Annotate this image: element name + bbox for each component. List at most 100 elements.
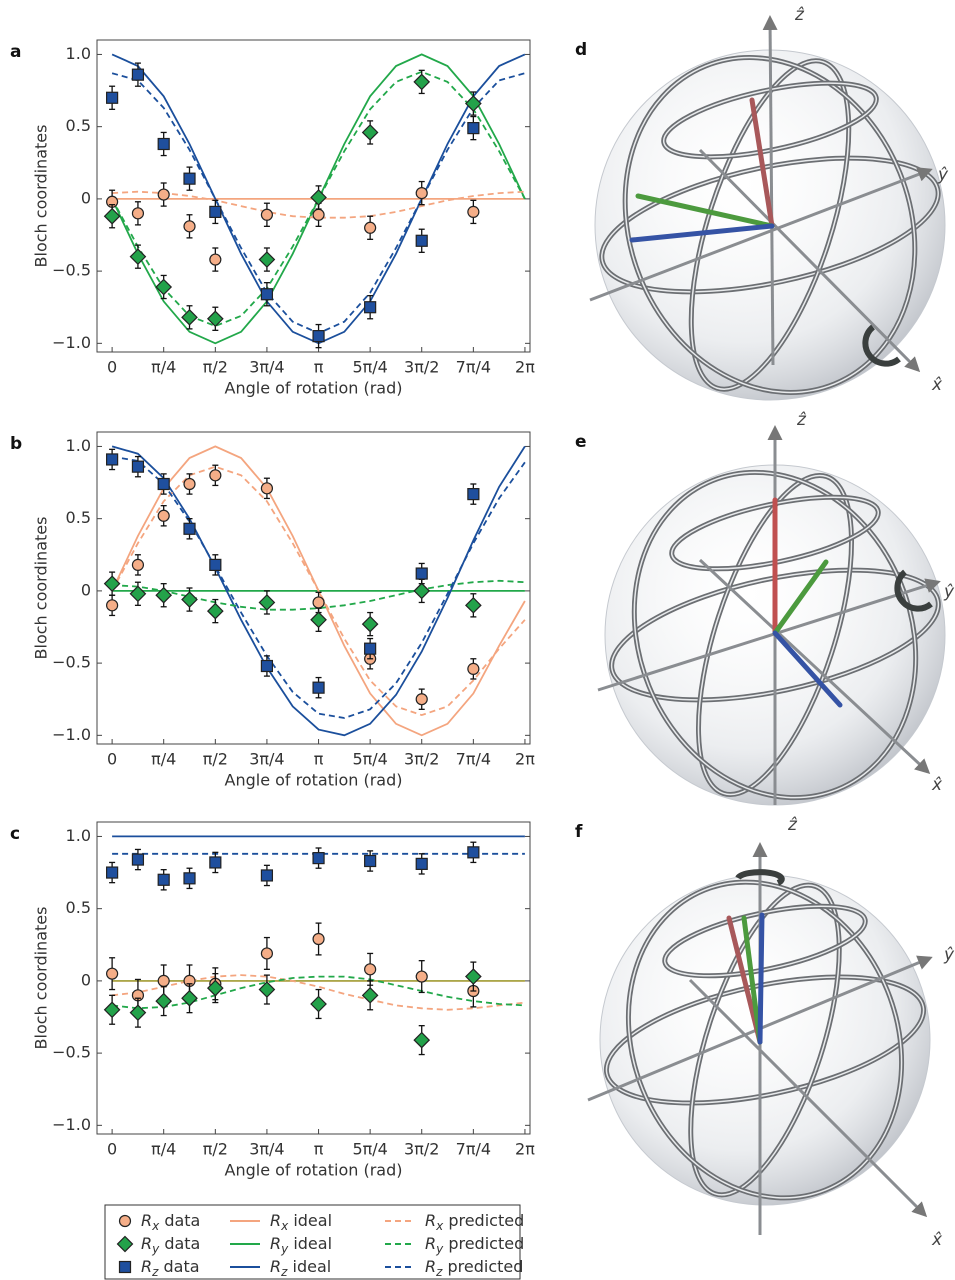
predicted-line <box>111 455 526 719</box>
data-point <box>209 205 222 218</box>
data-point <box>181 591 198 608</box>
legend-label: Ry data <box>141 1234 200 1256</box>
data-point <box>364 642 377 655</box>
data-point <box>118 1260 132 1274</box>
y-tick-label: −0.5 <box>52 1043 91 1062</box>
data-point <box>467 662 480 675</box>
axis-label: x̂ <box>931 375 943 395</box>
x-axis-label: Angle of rotation (rad) <box>225 379 403 398</box>
data-point <box>209 856 222 869</box>
data-point <box>465 596 482 614</box>
data-point <box>106 866 119 879</box>
data-point <box>364 221 377 234</box>
y-tick-label: 0.5 <box>66 116 91 135</box>
y-tick-label: 0 <box>81 580 91 599</box>
data-point <box>260 869 274 882</box>
data-point <box>260 288 274 301</box>
y-tick-label: 1.0 <box>66 826 91 845</box>
data-point <box>258 594 276 611</box>
ring-shine <box>610 569 940 701</box>
x-tick-label: 7π/4 <box>456 358 491 377</box>
data-point <box>364 301 377 314</box>
y-tick-label: −1.0 <box>52 725 91 744</box>
data-point <box>465 95 482 112</box>
predicted-line <box>111 465 526 717</box>
data-point <box>155 586 173 604</box>
x-tick-label: 7π/4 <box>456 750 491 769</box>
data-point <box>310 189 327 206</box>
data-point <box>310 995 327 1013</box>
axis-label: ẑ <box>794 5 805 25</box>
data-point <box>157 188 170 201</box>
data-point <box>467 488 480 501</box>
x-tick-label: π/4 <box>151 358 176 377</box>
data-point <box>183 172 196 185</box>
x-tick-label: 5π/4 <box>352 750 387 769</box>
data-point <box>467 122 480 135</box>
data-point <box>260 947 274 960</box>
data-point <box>183 220 196 233</box>
state-arrow <box>749 97 775 229</box>
data-point <box>206 310 224 328</box>
y-tick-label: 0.5 <box>66 508 91 527</box>
x-tick-label: π/2 <box>203 1140 228 1159</box>
rotation-arrow <box>894 569 933 612</box>
y-axis-label: Bloch coordinates <box>32 907 51 1050</box>
legend-label: Ry predicted <box>425 1234 524 1256</box>
data-point <box>415 187 428 200</box>
data-point <box>118 1214 132 1228</box>
y-tick-label: −1.0 <box>52 333 91 352</box>
data-point <box>157 974 170 987</box>
data-point <box>131 68 145 81</box>
x-tick-label: 2π <box>515 358 535 377</box>
x-tick-label: 3π/2 <box>404 1140 439 1159</box>
x-tick-label: 5π/4 <box>352 358 387 377</box>
axis-label: ẑ <box>787 815 798 835</box>
ring-shine <box>662 82 878 158</box>
data-point <box>155 278 173 296</box>
data-point <box>106 967 119 980</box>
axis-label: x̂ <box>931 1230 943 1250</box>
x-tick-label: π/2 <box>203 358 228 377</box>
axis <box>762 15 778 366</box>
panel-label: f <box>575 822 583 842</box>
data-point <box>131 853 145 866</box>
x-tick-label: 7π/4 <box>456 1140 491 1159</box>
axis-label: ẑ <box>796 410 807 430</box>
data-point <box>181 989 198 1007</box>
x-tick-label: 3π/4 <box>249 1140 284 1159</box>
legend-label: Rz data <box>141 1257 200 1279</box>
data-point <box>361 615 379 633</box>
x-tick-label: π/2 <box>203 750 228 769</box>
ring-shine <box>689 884 841 1196</box>
data-point <box>364 963 377 976</box>
axis <box>698 558 931 775</box>
data-point <box>260 659 274 673</box>
panel-label: a <box>10 42 21 62</box>
data-point <box>312 852 325 865</box>
data-point <box>209 558 222 571</box>
legend-label: Rx predicted <box>425 1211 524 1233</box>
data-point <box>183 872 196 885</box>
y-tick-label: −0.5 <box>52 653 91 672</box>
data-point <box>157 509 170 522</box>
data-point <box>209 253 222 266</box>
x-axis-label: Angle of rotation (rad) <box>225 1161 403 1180</box>
bloch-sphere <box>597 425 946 806</box>
data-point <box>413 1031 431 1049</box>
x-tick-label: π/4 <box>151 1140 176 1159</box>
data-point <box>415 693 428 706</box>
data-point <box>415 970 428 983</box>
legend-label: Rz ideal <box>270 1257 331 1279</box>
data-point <box>129 585 147 603</box>
state-arrow <box>629 223 775 243</box>
state-arrow <box>772 559 829 636</box>
x-tick-label: π <box>314 750 324 769</box>
x-tick-label: 2π <box>515 750 535 769</box>
data-point <box>413 582 431 600</box>
bloch-sphere <box>589 15 946 401</box>
data-point <box>258 251 276 268</box>
data-point <box>467 846 480 859</box>
data-point <box>206 602 224 620</box>
